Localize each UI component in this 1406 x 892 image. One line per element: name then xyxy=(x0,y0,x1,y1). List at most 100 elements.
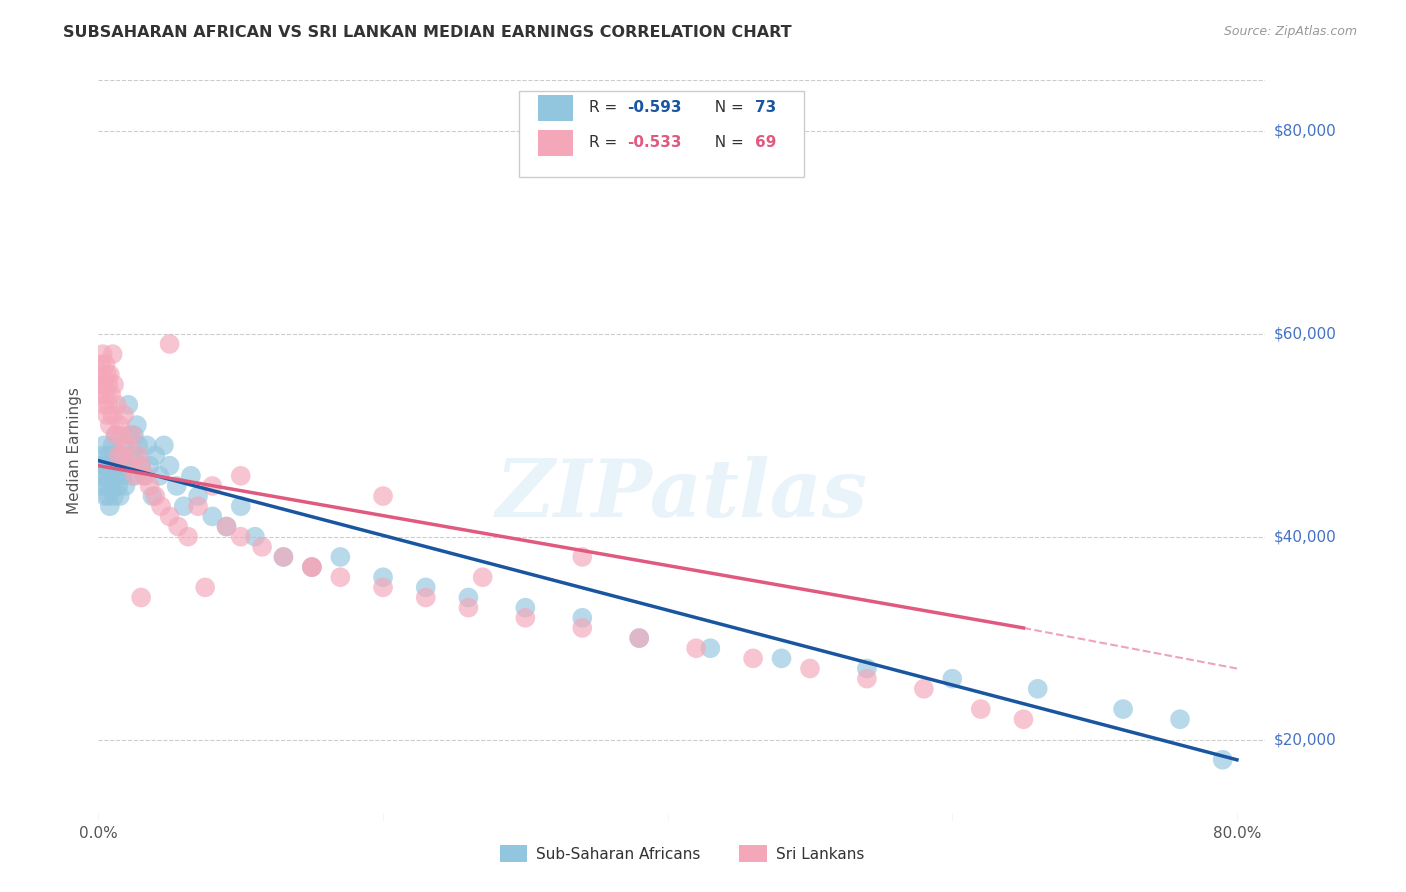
Point xyxy=(98,500,121,514)
Point xyxy=(111,449,134,463)
Point xyxy=(93,458,115,473)
Point xyxy=(90,387,112,401)
Point xyxy=(94,489,117,503)
Point xyxy=(96,408,118,422)
Point xyxy=(94,357,117,371)
Point xyxy=(471,570,494,584)
Point xyxy=(194,580,217,594)
Point xyxy=(515,611,537,625)
Point xyxy=(121,428,143,442)
Point xyxy=(127,438,149,452)
FancyBboxPatch shape xyxy=(538,130,574,156)
Point xyxy=(799,661,821,675)
Point xyxy=(117,398,139,412)
Point xyxy=(104,428,127,442)
Point xyxy=(742,651,765,665)
FancyBboxPatch shape xyxy=(519,91,804,177)
Point xyxy=(187,489,209,503)
Point xyxy=(273,549,295,564)
Point xyxy=(1112,702,1135,716)
Point xyxy=(101,347,124,361)
Point xyxy=(159,458,181,473)
Point xyxy=(104,428,127,442)
Point xyxy=(103,489,125,503)
Point xyxy=(93,377,115,392)
Point xyxy=(301,560,323,574)
Point xyxy=(89,377,111,392)
Point xyxy=(107,479,129,493)
Point xyxy=(100,387,122,401)
Point xyxy=(107,449,129,463)
Point xyxy=(93,438,115,452)
Point xyxy=(143,489,166,503)
Point xyxy=(105,458,128,473)
Point xyxy=(166,479,188,493)
Point xyxy=(856,672,879,686)
Point xyxy=(371,580,394,594)
Point xyxy=(96,479,118,493)
Point xyxy=(96,368,118,382)
Point xyxy=(108,418,131,433)
Point xyxy=(100,458,122,473)
Point xyxy=(103,449,125,463)
Point xyxy=(177,530,200,544)
Point xyxy=(457,591,479,605)
Point xyxy=(97,489,120,503)
Point xyxy=(120,449,142,463)
Point xyxy=(770,651,793,665)
Point xyxy=(96,458,118,473)
Point xyxy=(201,479,224,493)
Point xyxy=(108,489,131,503)
Point xyxy=(90,357,112,371)
Point xyxy=(167,519,190,533)
Text: $80,000: $80,000 xyxy=(1274,123,1337,138)
Point xyxy=(135,438,157,452)
Point xyxy=(685,641,707,656)
Point xyxy=(571,621,593,635)
Point xyxy=(138,458,160,473)
Text: R =: R = xyxy=(589,136,621,150)
Point xyxy=(94,387,117,401)
Text: Source: ZipAtlas.com: Source: ZipAtlas.com xyxy=(1223,25,1357,38)
Point xyxy=(143,449,166,463)
Text: ZIPatlas: ZIPatlas xyxy=(496,456,868,533)
Point xyxy=(628,631,651,645)
Point xyxy=(571,549,593,564)
Point xyxy=(124,449,146,463)
Point xyxy=(173,500,195,514)
Point xyxy=(98,468,121,483)
Point xyxy=(150,500,173,514)
Point xyxy=(250,540,273,554)
Point xyxy=(301,560,323,574)
Point xyxy=(94,468,117,483)
Point xyxy=(912,681,935,696)
Point xyxy=(112,408,135,422)
Point xyxy=(122,428,145,442)
Point xyxy=(457,600,479,615)
Text: 73: 73 xyxy=(755,100,776,115)
Text: -0.593: -0.593 xyxy=(627,100,682,115)
Point xyxy=(108,449,131,463)
Point xyxy=(118,428,141,442)
Point xyxy=(1168,712,1191,726)
Point xyxy=(229,500,252,514)
Point xyxy=(125,418,148,433)
Point xyxy=(103,377,125,392)
Point xyxy=(110,428,132,442)
Point xyxy=(371,570,394,584)
Text: $40,000: $40,000 xyxy=(1274,529,1337,544)
Point xyxy=(515,600,537,615)
Point xyxy=(97,377,120,392)
Point xyxy=(329,570,352,584)
Point xyxy=(1212,753,1234,767)
Point xyxy=(571,611,593,625)
Point xyxy=(111,468,134,483)
FancyBboxPatch shape xyxy=(538,95,574,120)
Text: -0.533: -0.533 xyxy=(627,136,682,150)
Point xyxy=(89,458,111,473)
Point xyxy=(132,468,155,483)
Text: N =: N = xyxy=(706,100,749,115)
Point xyxy=(91,449,114,463)
Text: 69: 69 xyxy=(755,136,776,150)
Point xyxy=(1012,712,1035,726)
